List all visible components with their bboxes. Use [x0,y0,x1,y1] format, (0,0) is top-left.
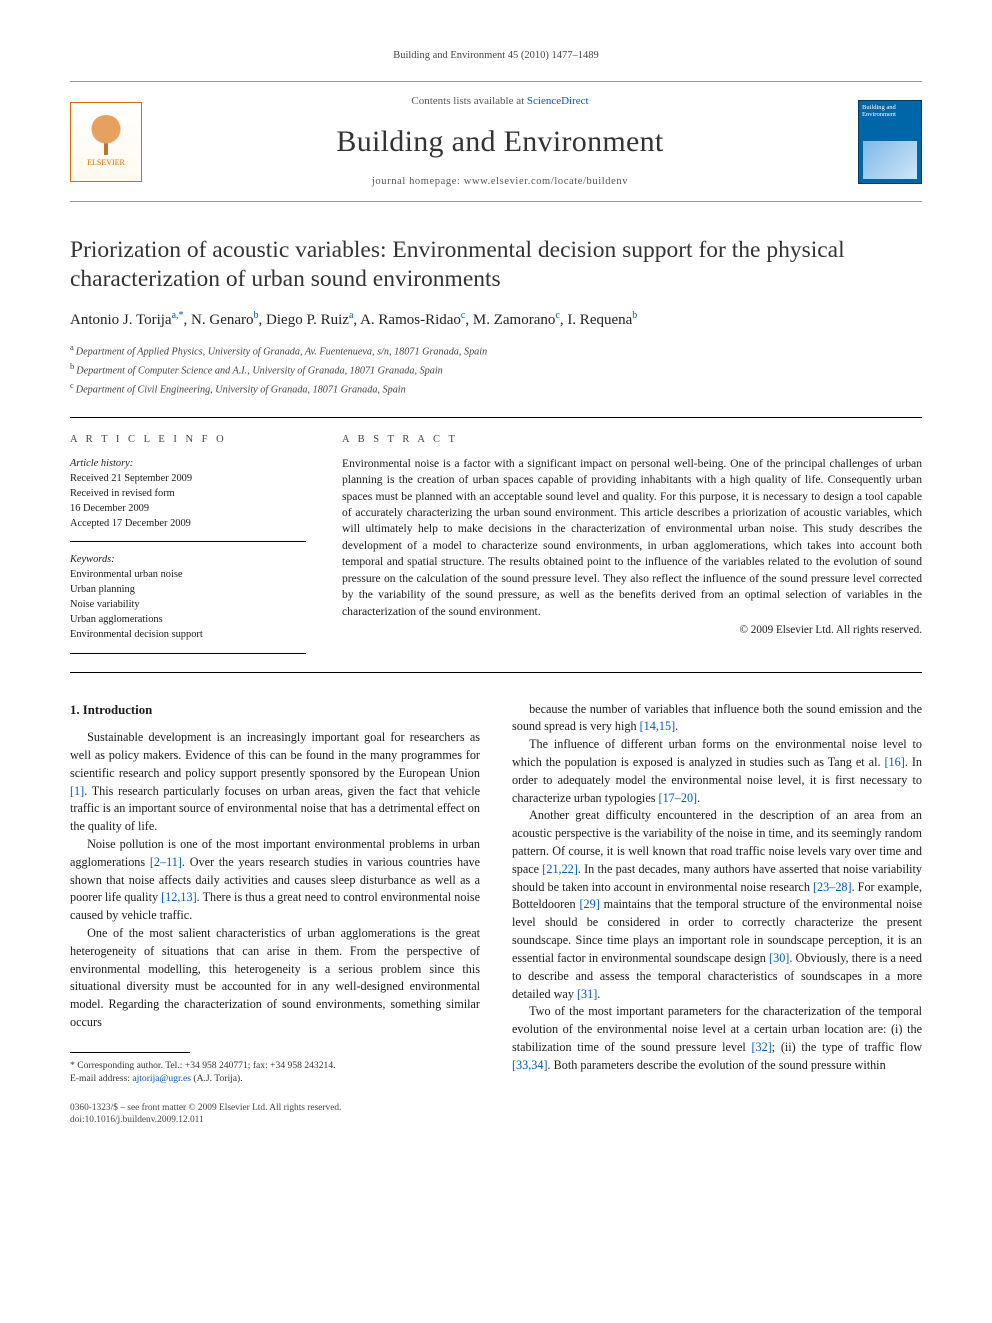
affiliations: aDepartment of Applied Physics, Universi… [70,341,922,397]
citation-ref[interactable]: [12,13] [161,890,197,904]
article-info-column: A R T I C L E I N F O Article history: R… [70,432,306,663]
masthead-center: Contents lists available at ScienceDirec… [158,94,842,189]
citation-ref[interactable]: [31] [577,987,597,1001]
author-affil-sup: c [461,310,465,321]
citation-ref[interactable]: [23–28] [813,880,852,894]
author: I. Requenab [567,312,637,328]
doi-line: doi:10.1016/j.buildenv.2009.12.011 [70,1114,922,1127]
abstract-column: A B S T R A C T Environmental noise is a… [342,432,922,663]
elsevier-tree-icon [88,115,124,155]
contents-prefix: Contents lists available at [411,95,526,107]
journal-homepage: journal homepage: www.elsevier.com/locat… [158,174,842,189]
citation-ref[interactable]: [1] [70,784,84,798]
keyword: Urban planning [70,582,306,597]
paragraph: The influence of different urban forms o… [512,736,922,807]
paragraph: Two of the most important parameters for… [512,1003,922,1074]
journal-cover-thumb: Building and Environment [858,100,922,184]
elsevier-logo: ELSEVIER [70,102,142,182]
citation-ref[interactable]: [30] [769,951,789,965]
citation-ref[interactable]: [14,15] [640,719,676,733]
homepage-url[interactable]: www.elsevier.com/locate/buildenv [464,176,628,187]
article-history: Article history: Received 21 September 2… [70,456,306,542]
corr-email-link[interactable]: ajtorija@ugr.es [132,1073,191,1084]
citation-ref[interactable]: [33,34] [512,1058,548,1072]
citation-ref[interactable]: [16] [885,755,905,769]
paragraph: Another great difficulty encountered in … [512,807,922,1003]
author-affil-sup: a [349,310,353,321]
paragraph: because the number of variables that inf… [512,701,922,737]
corr-email-line: E-mail address: ajtorija@ugr.es (A.J. To… [70,1072,480,1085]
abstract-copyright: © 2009 Elsevier Ltd. All rights reserved… [342,622,922,638]
section-heading: 1. Introduction [70,701,480,720]
affil-sup: c [70,380,74,390]
author-affil-sup: a,* [172,310,184,321]
history-label: Article history: [70,458,133,469]
front-matter-line: 0360-1323/$ – see front matter © 2009 El… [70,1102,922,1115]
citation-ref[interactable]: [2–11] [150,855,182,869]
affil-sup: b [70,361,74,371]
journal-masthead: ELSEVIER Contents lists available at Sci… [70,81,922,202]
keyword: Environmental decision support [70,627,306,642]
corr-line: * Corresponding author. Tel.: +34 958 24… [70,1059,480,1072]
affiliation-line: aDepartment of Applied Physics, Universi… [70,341,922,360]
footnote-separator [70,1052,190,1053]
corr-email-label: E-mail address: [70,1073,132,1084]
contents-line: Contents lists available at ScienceDirec… [158,94,842,110]
history-line: Accepted 17 December 2009 [70,516,306,531]
journal-name: Building and Environment [158,120,842,164]
article-info-label: A R T I C L E I N F O [70,432,306,447]
paragraph: One of the most salient characteristics … [70,925,480,1032]
body-two-column: 1. Introduction Sustainable development … [70,701,922,1086]
paragraph: Sustainable development is an increasing… [70,729,480,836]
keyword: Environmental urban noise [70,567,306,582]
info-abstract-row: A R T I C L E I N F O Article history: R… [70,432,922,663]
affil-sup: a [70,342,74,352]
divider [70,417,922,418]
keyword: Noise variability [70,597,306,612]
paragraph: Noise pollution is one of the most impor… [70,836,480,925]
author: Diego P. Ruiza [266,312,353,328]
keywords-label: Keywords: [70,554,115,565]
abstract-text: Environmental noise is a factor with a s… [342,456,922,621]
author-list: Antonio J. Torijaa,*, N. Genarob, Diego … [70,309,922,332]
author: M. Zamoranoc [473,312,560,328]
author: A. Ramos-Ridaoc [360,312,465,328]
divider [70,672,922,673]
front-matter-footer: 0360-1323/$ – see front matter © 2009 El… [70,1102,922,1127]
corr-email-suffix: (A.J. Torija). [191,1073,243,1084]
author-affil-sup: b [632,310,637,321]
citation-ref[interactable]: [32] [751,1040,771,1054]
history-line: 16 December 2009 [70,501,306,516]
history-line: Received in revised form [70,486,306,501]
history-line: Received 21 September 2009 [70,471,306,486]
running-head: Building and Environment 45 (2010) 1477–… [70,48,922,63]
cover-title: Building and Environment [862,104,896,118]
corresponding-author-footnote: * Corresponding author. Tel.: +34 958 24… [70,1059,480,1086]
keyword: Urban agglomerations [70,612,306,627]
citation-ref[interactable]: [17–20] [659,791,698,805]
affiliation-line: cDepartment of Civil Engineering, Univer… [70,379,922,398]
article-title: Priorization of acoustic variables: Envi… [70,236,922,295]
author: Antonio J. Torijaa,* [70,312,184,328]
elsevier-logo-text: ELSEVIER [87,157,125,169]
citation-ref[interactable]: [29] [579,897,599,911]
homepage-label: journal homepage: [372,176,464,187]
affiliation-line: bDepartment of Computer Science and A.I.… [70,360,922,379]
author-affil-sup: b [254,310,259,321]
abstract-label: A B S T R A C T [342,432,922,447]
sciencedirect-link[interactable]: ScienceDirect [527,95,589,107]
keywords-block: Keywords: Environmental urban noise Urba… [70,552,306,653]
author-affil-sup: c [555,310,559,321]
author: N. Genarob [191,312,258,328]
citation-ref[interactable]: [21,22] [542,862,578,876]
